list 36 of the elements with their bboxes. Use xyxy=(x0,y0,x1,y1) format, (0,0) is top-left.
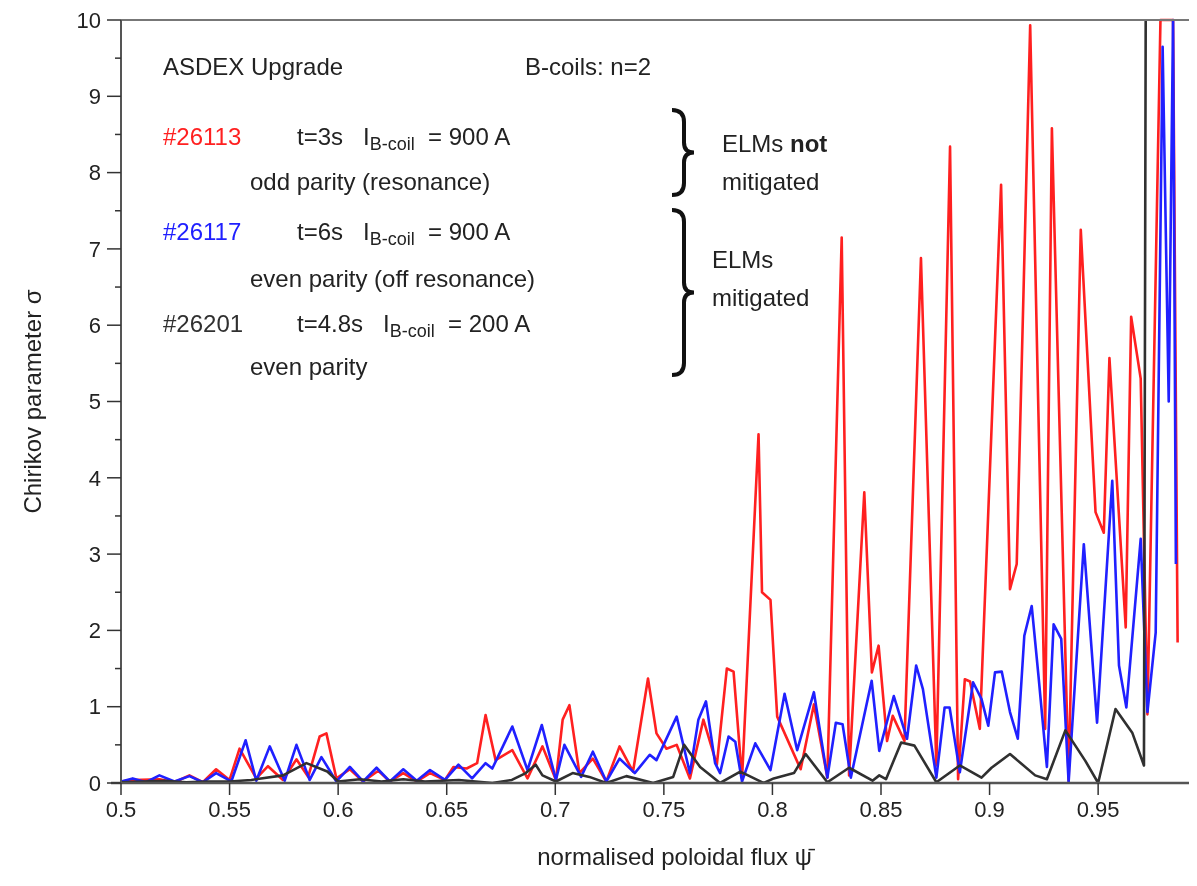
x-tick-label: 0.75 xyxy=(642,797,686,822)
y-tick-label: 5 xyxy=(88,389,101,415)
annotation: ASDEX Upgrade xyxy=(163,53,344,80)
x-tick-label: 0.85 xyxy=(859,797,903,822)
annotation: ELMs not mitigated xyxy=(722,130,828,195)
y-tick-label: 0 xyxy=(88,770,101,796)
annotation: ELMs mitigated xyxy=(712,246,810,311)
y-tick-label: 1 xyxy=(88,694,101,720)
x-tick-label: 0.7 xyxy=(539,797,571,822)
annotation: t=3s I$_{B-coil}$ = 900 A xyxy=(297,123,511,155)
x-tick-label: 0.6 xyxy=(322,797,354,822)
text: #26201 xyxy=(163,310,244,337)
y-tick-label: 2 xyxy=(88,618,101,644)
y-tick-label: 10 xyxy=(76,7,101,33)
x-tick-label: 0.55 xyxy=(208,797,251,822)
x-tick-label: 0.65 xyxy=(425,797,469,822)
annotation: odd parity (resonance) xyxy=(250,168,491,195)
y-tick-label: 9 xyxy=(88,84,101,109)
annotation: B-coils: n=2 xyxy=(525,53,652,80)
y-tick-label: 6 xyxy=(88,312,101,338)
x-tick-label: 0.95 xyxy=(1076,797,1120,822)
y-axis-title: Chirikov parameter σ xyxy=(19,289,46,514)
y-tick-label: 3 xyxy=(88,541,101,567)
y-tick-label: 7 xyxy=(88,236,101,262)
annotation: t=4.8s I$_{B-coil}$ = 200 A xyxy=(297,310,531,342)
annotation: even parity xyxy=(250,353,368,380)
text: #26117 xyxy=(163,218,242,245)
y-tick-label: 4 xyxy=(88,465,101,491)
x-tick-label: 0.9 xyxy=(974,797,1005,822)
annotation: even parity (off resonance) xyxy=(250,265,536,292)
text: #26113 xyxy=(163,123,242,150)
x-tick-label: 0.8 xyxy=(757,797,788,822)
y-tick-label: 8 xyxy=(88,160,101,186)
annotation: t=6s I$_{B-coil}$ = 900 A xyxy=(297,218,511,250)
x-axis-title: normalised poloidal flux ψ̄ xyxy=(537,843,816,870)
x-tick-label: 0.5 xyxy=(105,797,137,822)
